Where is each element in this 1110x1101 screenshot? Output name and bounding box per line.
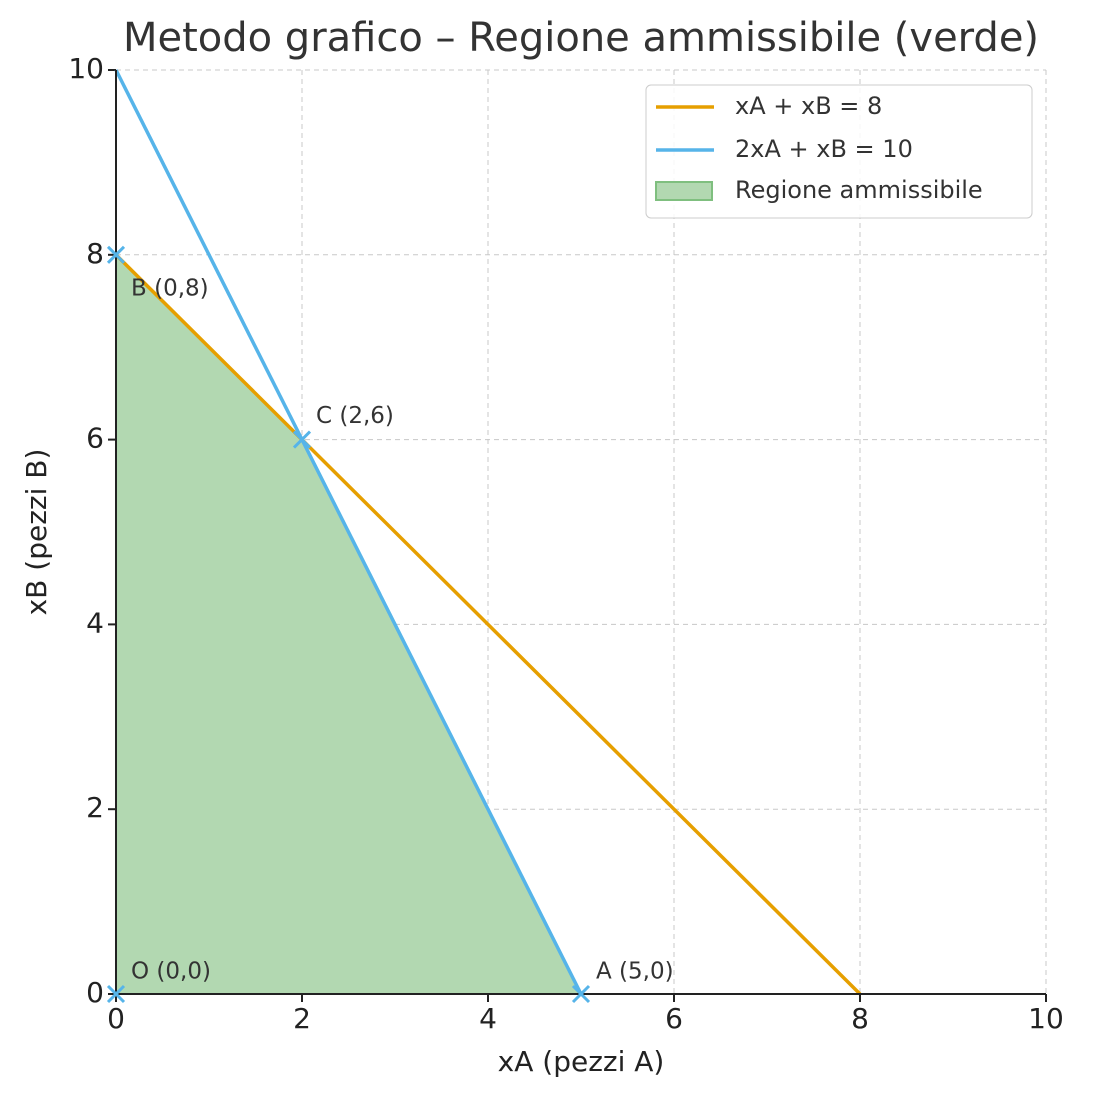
constraint-line (114, 69, 583, 995)
vertex-label: A (5,0) (596, 959, 674, 985)
vertex-label: C (2,6) (316, 403, 394, 429)
legend-text: xA + xB = 8 (735, 92, 882, 120)
x-tick-label: 2 (293, 1002, 311, 1035)
constraint-line (114, 253, 862, 996)
vertex-marker (106, 245, 126, 264)
legend-swatch (655, 181, 713, 201)
legend-text: 2xA + xB = 10 (735, 135, 913, 163)
x-tick-label: 0 (107, 1002, 125, 1035)
vertex-marker (106, 984, 126, 1004)
x-tick-label: 10 (1028, 1002, 1064, 1035)
y-tick-label: 2 (86, 791, 104, 824)
vertex-marker (292, 430, 312, 449)
x-tick-label: 8 (851, 1002, 869, 1035)
vertex-marker (571, 984, 591, 1004)
y-tick-label: 10 (68, 52, 104, 85)
y-tick-label: 0 (86, 976, 104, 1009)
x-axis-label: xA (pezzi A) (498, 1045, 665, 1078)
y-tick-label: 6 (86, 422, 104, 455)
x-tick-label: 4 (479, 1002, 497, 1035)
x-tick-label: 6 (665, 1002, 683, 1035)
y-axis-label: xB (pezzi B) (20, 449, 53, 616)
vertex-label: O (0,0) (131, 959, 211, 985)
y-tick-label: 8 (86, 237, 104, 270)
vertex-label: B (0,8) (131, 275, 209, 301)
feasible-region (116, 254, 581, 995)
chart-title: Metodo grafico – Regione ammissibile (ve… (123, 15, 1039, 61)
legend-text: Regione ammissibile (735, 176, 983, 204)
y-tick-label: 4 (86, 606, 104, 639)
legend-box (645, 84, 1033, 219)
